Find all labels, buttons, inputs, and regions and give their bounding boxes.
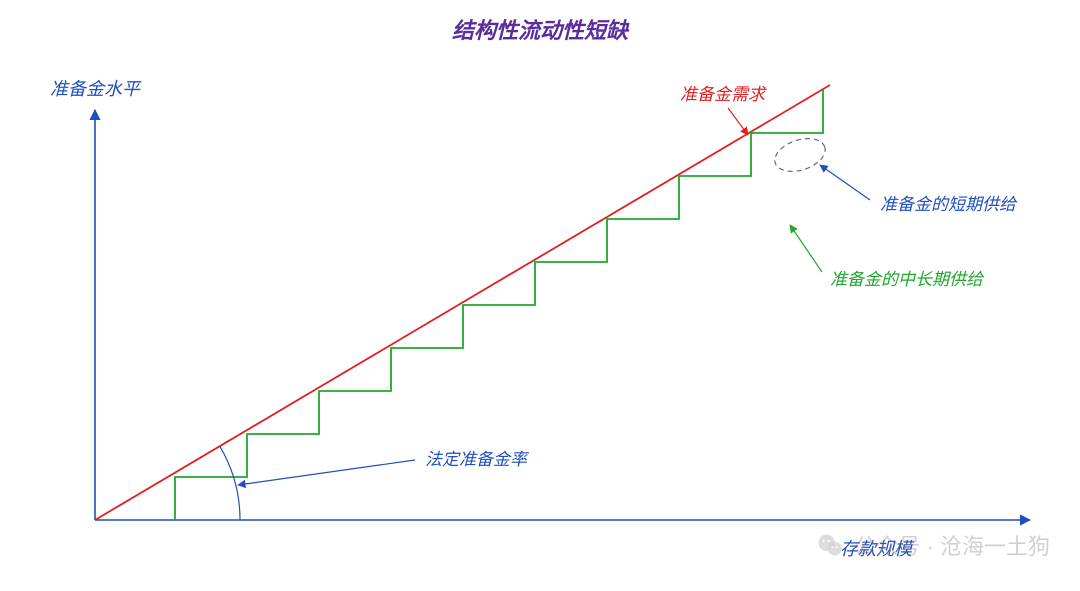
chart-bg xyxy=(0,0,1080,591)
demand-label: 准备金需求 xyxy=(680,85,767,104)
y-axis-label: 准备金水平 xyxy=(50,79,142,99)
x-axis-label: 存款规模 xyxy=(840,539,915,559)
chart-title: 结构性流动性短缺 xyxy=(452,18,630,43)
mlong-supply-label: 准备金的中长期供给 xyxy=(830,270,985,289)
angle-label: 法定准备金率 xyxy=(425,450,530,469)
diagram: 结构性流动性短缺存款规模 准备金水平法定准备金率 准备金需求准备金的短期供给准备金的… xyxy=(0,0,1080,591)
short-supply-label: 准备金的短期供给 xyxy=(880,195,1018,214)
